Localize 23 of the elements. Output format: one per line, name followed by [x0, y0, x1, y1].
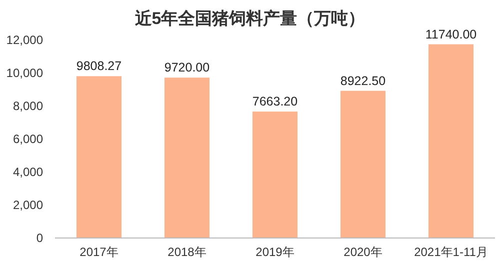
bar: [164, 78, 210, 238]
x-tick-label: 2018年: [168, 245, 206, 259]
data-label: 9720.00: [164, 60, 210, 75]
bar: [252, 112, 298, 238]
data-label: 8922.50: [340, 74, 386, 88]
x-tick-label: 2021年1-11月: [414, 245, 488, 259]
data-label: 11740.00: [425, 27, 477, 42]
bar: [340, 90, 386, 238]
chart-title: 近5年全国猪饲料产量（万吨）: [134, 9, 366, 28]
y-tick-label: 6,000: [12, 132, 44, 146]
y-tick-label: 0: [36, 231, 44, 245]
data-label: 9808.27: [76, 59, 122, 74]
y-tick-label: 4,000: [12, 165, 44, 179]
x-tick-label: 2019年: [256, 245, 294, 259]
y-tick-label: 8,000: [12, 99, 44, 113]
x-tick-label: 2020年: [344, 245, 382, 259]
bar: [76, 76, 122, 238]
y-tick-label: 12,000: [6, 33, 44, 47]
y-tick-label: 10,000: [6, 66, 44, 80]
y-tick-label: 2,000: [12, 198, 44, 212]
x-tick-label: 2017年: [80, 245, 118, 259]
bar: [428, 44, 474, 238]
data-label: 7663.20: [252, 94, 298, 109]
